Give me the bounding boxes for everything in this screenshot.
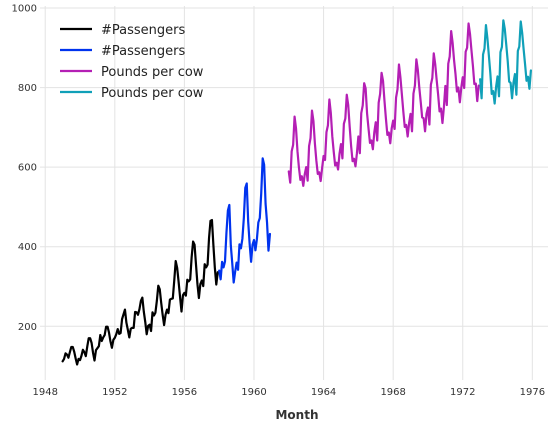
y-tick-label: 800 xyxy=(18,83,37,94)
x-tick-label: 1976 xyxy=(520,387,545,398)
x-tick-label: 1968 xyxy=(380,387,405,398)
series-line-3 xyxy=(287,22,480,187)
grid xyxy=(40,6,548,380)
x-tick-label: 1964 xyxy=(311,387,336,398)
series-line-4 xyxy=(479,19,532,105)
legend-label: Pounds per cow xyxy=(101,65,204,80)
x-tick-label: 1960 xyxy=(241,387,266,398)
x-tick-label: 1948 xyxy=(32,387,57,398)
series-layer xyxy=(61,19,532,366)
x-tick-label: 1952 xyxy=(102,387,127,398)
legend-label: #Passengers xyxy=(101,23,185,38)
x-tick-label: 1956 xyxy=(172,387,197,398)
y-tick-label: 200 xyxy=(18,322,37,333)
x-tick-label: 1972 xyxy=(450,387,475,398)
y-tick-label: 400 xyxy=(18,242,37,253)
y-tick-label: 1000 xyxy=(12,3,37,14)
y-tick-label: 600 xyxy=(18,163,37,174)
tick-labels: 1948 1952 1956 1960 1964 1968 1972 1976 200 400 60… xyxy=(12,3,546,398)
legend-label: Pounds per cow xyxy=(101,86,204,101)
series-line-2 xyxy=(218,157,272,284)
legend-label: #Passengers xyxy=(101,44,185,59)
series-line-1 xyxy=(61,218,219,366)
x-axis-label: Month xyxy=(275,408,318,422)
legend: #Passengers #Passengers Pounds per cow Poun… xyxy=(60,23,204,101)
